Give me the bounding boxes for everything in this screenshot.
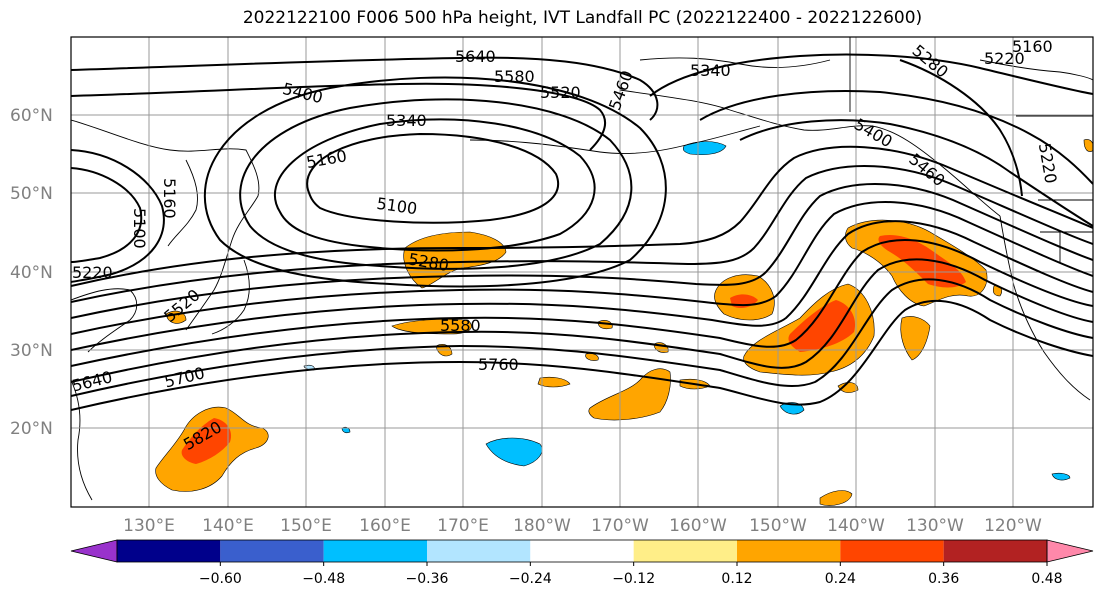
contour-label: 5580 bbox=[494, 67, 535, 86]
contour-label: 5580 bbox=[440, 316, 481, 335]
colorbar-swatch bbox=[633, 540, 737, 562]
colorbar-tick-label: 0.48 bbox=[1031, 571, 1062, 587]
lon-label: 140°E bbox=[202, 516, 254, 536]
lon-label: 160°W bbox=[669, 516, 727, 536]
contour-label: 5340 bbox=[386, 111, 427, 130]
colorbar-tick-label: 0.12 bbox=[721, 571, 752, 587]
lon-label: 170°E bbox=[437, 516, 489, 536]
colorbar: −0.60 −0.48 −0.36 −0.24 −0.12 0.12 0.24 0.36 0.4… bbox=[70, 539, 1094, 587]
lon-label: 170°W bbox=[591, 516, 649, 536]
lon-label: 130°W bbox=[906, 516, 964, 536]
colorbar-swatch bbox=[220, 540, 324, 562]
colorbar-frame bbox=[116, 539, 1048, 563]
lat-label: 50°N bbox=[10, 184, 53, 204]
contour-label: 5760 bbox=[478, 355, 519, 374]
colorbar-swatch bbox=[117, 540, 221, 562]
lat-label: 60°N bbox=[10, 106, 53, 126]
colorbar-swatch bbox=[323, 540, 427, 562]
lon-label: 150°E bbox=[280, 516, 332, 536]
contour-label: 5220 bbox=[984, 49, 1025, 68]
lon-label: 180°W bbox=[513, 516, 571, 536]
colorbar-swatch bbox=[530, 540, 634, 562]
height-contours bbox=[71, 53, 1093, 411]
colorbar-swatch bbox=[943, 540, 1047, 562]
colorbar-swatch bbox=[427, 540, 531, 562]
lon-label: 140°W bbox=[827, 516, 885, 536]
colorbar-tick-label: −0.24 bbox=[509, 571, 552, 587]
colorbar-swatch bbox=[737, 540, 841, 562]
colorbar-swatch bbox=[840, 540, 944, 562]
contour-label: 5100 bbox=[130, 208, 149, 249]
contour-label: 5640 bbox=[455, 47, 496, 66]
colorbar-extend-high bbox=[1046, 539, 1094, 563]
contour-label: 5160 bbox=[1012, 37, 1053, 56]
contour-label: 5520 bbox=[540, 83, 581, 102]
lon-label: 120°W bbox=[984, 516, 1042, 536]
latitude-labels: 60°N 50°N 40°N 30°N 20°N bbox=[10, 106, 53, 439]
lon-label: 130°E bbox=[123, 516, 175, 536]
lat-label: 40°N bbox=[10, 263, 53, 283]
colorbar-tick-label: −0.60 bbox=[199, 571, 242, 587]
lon-label: 150°W bbox=[749, 516, 807, 536]
colorbar-tick-label: −0.36 bbox=[406, 571, 449, 587]
colorbar-tick-label: 0.24 bbox=[825, 571, 856, 587]
map-title: 2022122100 F006 500 hPa height, IVT Land… bbox=[242, 8, 923, 28]
lat-label: 20°N bbox=[10, 419, 53, 439]
colorbar-tick-label: −0.48 bbox=[302, 571, 345, 587]
contour-label: 5220 bbox=[72, 263, 113, 282]
lon-label: 160°E bbox=[359, 516, 411, 536]
contour-label: 5340 bbox=[690, 61, 731, 80]
map-frame bbox=[70, 36, 1094, 508]
colorbar-tick-label: −0.12 bbox=[612, 571, 655, 587]
contour-label: 5160 bbox=[160, 178, 179, 219]
lat-label: 30°N bbox=[10, 341, 53, 361]
colorbar-tick-label: 0.36 bbox=[928, 571, 959, 587]
longitude-labels: 130°E 140°E 150°E 160°E 170°E 180°W 170°… bbox=[123, 516, 1042, 536]
colorbar-extend-low bbox=[70, 539, 118, 563]
